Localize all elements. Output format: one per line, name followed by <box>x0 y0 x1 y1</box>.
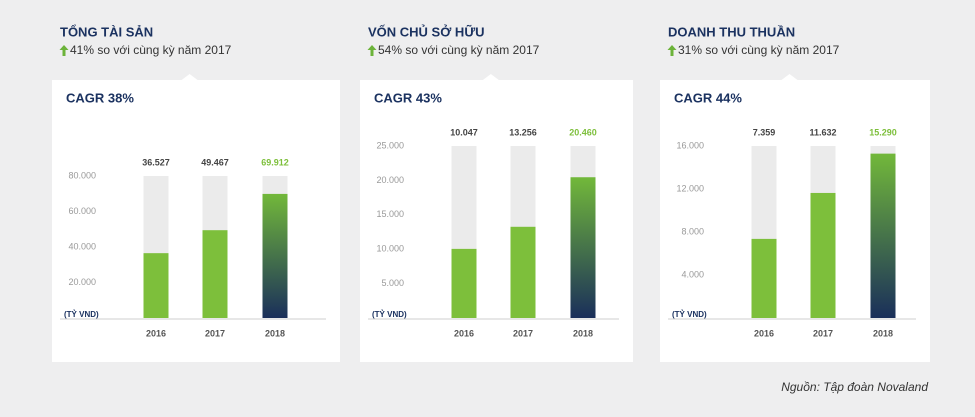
annotation: CAGR 44% <box>674 90 742 105</box>
value-label: 36.527 <box>142 157 170 167</box>
x-tick-label: 2018 <box>573 328 593 338</box>
x-tick-label: 2016 <box>754 328 774 338</box>
source-note: Nguồn: Tập đoàn Novaland <box>781 380 928 394</box>
y-tick-label: 4.000 <box>681 269 704 279</box>
value-label: 11.632 <box>809 127 836 137</box>
up-arrow <box>667 45 677 56</box>
bar <box>810 192 836 318</box>
value-label: 15.290 <box>869 127 897 137</box>
chart-subtitle: 41% so với cùng kỳ năm 2017 <box>70 43 232 57</box>
y-tick-label: 40.000 <box>68 241 96 251</box>
bar <box>143 253 169 318</box>
chart-subtitle: 54% so với cùng kỳ năm 2017 <box>378 43 540 57</box>
chart-title: DOANH THU THUẦN <box>668 24 795 39</box>
y-tick-label: 16.000 <box>676 140 704 150</box>
x-tick-label: 2017 <box>513 328 533 338</box>
y-axis-label: (TỶ VND) <box>372 310 407 319</box>
x-tick-label: 2017 <box>813 328 833 338</box>
value-label: 69.912 <box>261 157 289 167</box>
annotation: CAGR 43% <box>374 90 442 105</box>
bar <box>451 248 477 318</box>
value-label: 13.256 <box>509 127 537 137</box>
y-tick-label: 10.000 <box>376 244 404 254</box>
y-tick-label: 80.000 <box>68 170 96 180</box>
x-tick-label: 2018 <box>265 328 285 338</box>
bar <box>262 193 288 318</box>
bar <box>751 238 777 318</box>
y-tick-label: 12.000 <box>676 183 704 193</box>
panel <box>52 80 340 362</box>
value-label: 49.467 <box>201 157 229 167</box>
chart-title: VỐN CHỦ SỞ HỮU <box>368 24 485 39</box>
chart-title: TỔNG TÀI SẢN <box>60 24 153 39</box>
x-tick-label: 2018 <box>873 328 893 338</box>
y-tick-label: 15.000 <box>376 209 404 219</box>
up-arrow <box>59 45 69 56</box>
panel-notch <box>482 74 499 80</box>
value-label: 10.047 <box>450 127 478 137</box>
value-label: 20.460 <box>569 127 597 137</box>
bar <box>202 230 228 318</box>
x-tick-label: 2016 <box>454 328 474 338</box>
y-tick-label: 60.000 <box>68 206 96 216</box>
panel-notch <box>781 74 798 80</box>
up-arrow <box>367 45 377 56</box>
x-tick-label: 2017 <box>205 328 225 338</box>
annotation: CAGR 38% <box>66 90 134 105</box>
y-tick-label: 20.000 <box>68 277 96 287</box>
y-axis-label: (TỶ VND) <box>64 310 99 319</box>
y-tick-label: 20.000 <box>376 175 404 185</box>
panel-notch <box>181 74 198 80</box>
y-tick-label: 25.000 <box>376 140 404 150</box>
value-label: 7.359 <box>753 127 776 137</box>
bar <box>570 177 596 318</box>
y-axis-label: (TỶ VND) <box>672 310 707 319</box>
chart-subtitle: 31% so với cùng kỳ năm 2017 <box>678 43 840 57</box>
y-tick-label: 8.000 <box>681 226 704 236</box>
bar <box>510 226 536 318</box>
y-tick-label: 5.000 <box>381 278 404 288</box>
bar <box>870 153 896 318</box>
x-tick-label: 2016 <box>146 328 166 338</box>
